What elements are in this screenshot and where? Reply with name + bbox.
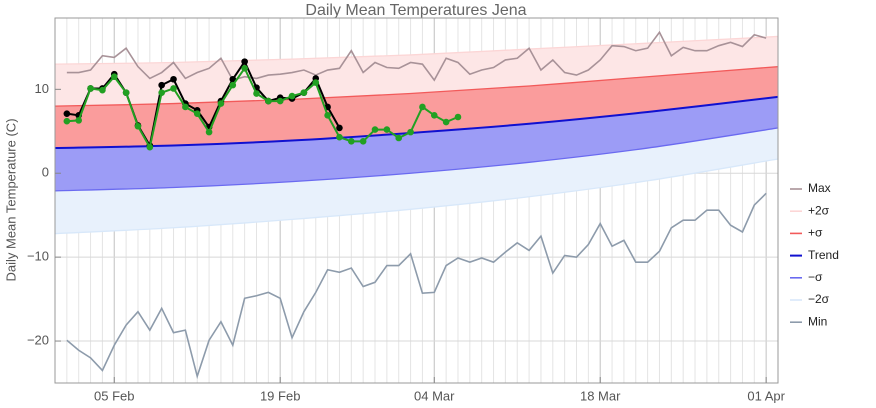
series-marker xyxy=(265,97,272,105)
x-tick-label: 04 Mar xyxy=(414,388,455,403)
series-marker xyxy=(63,110,71,117)
series-marker xyxy=(336,124,343,132)
series-marker xyxy=(407,128,414,136)
series-marker xyxy=(99,86,106,94)
series-marker xyxy=(253,90,260,97)
series-marker xyxy=(395,134,403,142)
y-tick-label: −10 xyxy=(27,249,49,264)
series-marker xyxy=(63,117,71,125)
band-line xyxy=(55,158,778,235)
series-marker xyxy=(324,112,331,119)
legend-label: −σ xyxy=(808,270,823,284)
series-marker xyxy=(300,89,308,96)
series-marker xyxy=(383,126,391,133)
series-line xyxy=(66,66,459,150)
band-line xyxy=(55,127,778,192)
band-area xyxy=(55,96,778,191)
legend-label: Trend xyxy=(808,248,839,262)
y-axis-label: Daily Mean Temperature (C) xyxy=(3,118,18,281)
series-marker xyxy=(359,138,367,145)
series-line xyxy=(66,192,767,380)
series-marker xyxy=(348,138,355,145)
series-marker xyxy=(442,118,450,126)
band-area xyxy=(55,66,778,149)
y-tick-label: −20 xyxy=(27,332,49,347)
series-marker xyxy=(170,75,177,83)
series-marker xyxy=(75,117,83,124)
y-tick-label: 0 xyxy=(42,165,49,180)
legend-label: +2σ xyxy=(808,203,830,217)
series-marker xyxy=(288,92,296,100)
series-marker xyxy=(229,81,237,89)
series-marker xyxy=(110,73,118,81)
band-area xyxy=(55,127,778,234)
y-tick-label: 10 xyxy=(35,81,49,96)
series-marker xyxy=(158,81,165,89)
series-marker xyxy=(87,85,94,92)
band-area xyxy=(55,36,778,107)
legend-label: −2σ xyxy=(808,292,830,306)
plot-area xyxy=(55,18,778,383)
series-marker xyxy=(241,65,248,72)
band-line xyxy=(55,66,778,107)
series-line xyxy=(66,30,767,82)
series-marker xyxy=(170,85,177,92)
series-marker xyxy=(312,79,320,86)
series-marker xyxy=(241,58,248,65)
series-marker xyxy=(122,89,130,96)
series-marker xyxy=(371,126,379,133)
chart-title: Daily Mean Temperatures Jena xyxy=(305,2,526,19)
series-marker xyxy=(217,100,225,107)
x-tick-label: 05 Feb xyxy=(94,388,134,403)
series-marker xyxy=(336,133,343,141)
series-marker xyxy=(276,97,284,105)
series-marker xyxy=(419,103,426,111)
plot-frame xyxy=(54,17,779,384)
series-marker xyxy=(430,112,438,119)
series-marker xyxy=(158,89,165,96)
series-marker xyxy=(229,75,237,83)
x-tick-label: 19 Feb xyxy=(260,388,300,403)
series-marker xyxy=(146,143,154,151)
legend-label: +σ xyxy=(808,226,823,240)
series-marker xyxy=(134,122,142,130)
series-marker xyxy=(205,128,213,136)
series-marker xyxy=(454,113,462,121)
legend-label: Min xyxy=(808,314,827,328)
x-tick-label: 01 Apr xyxy=(747,388,785,403)
x-tick-label: 18 Mar xyxy=(580,388,621,403)
series-marker xyxy=(193,110,201,117)
legend-label: Max xyxy=(808,181,831,195)
series-marker xyxy=(182,103,189,111)
